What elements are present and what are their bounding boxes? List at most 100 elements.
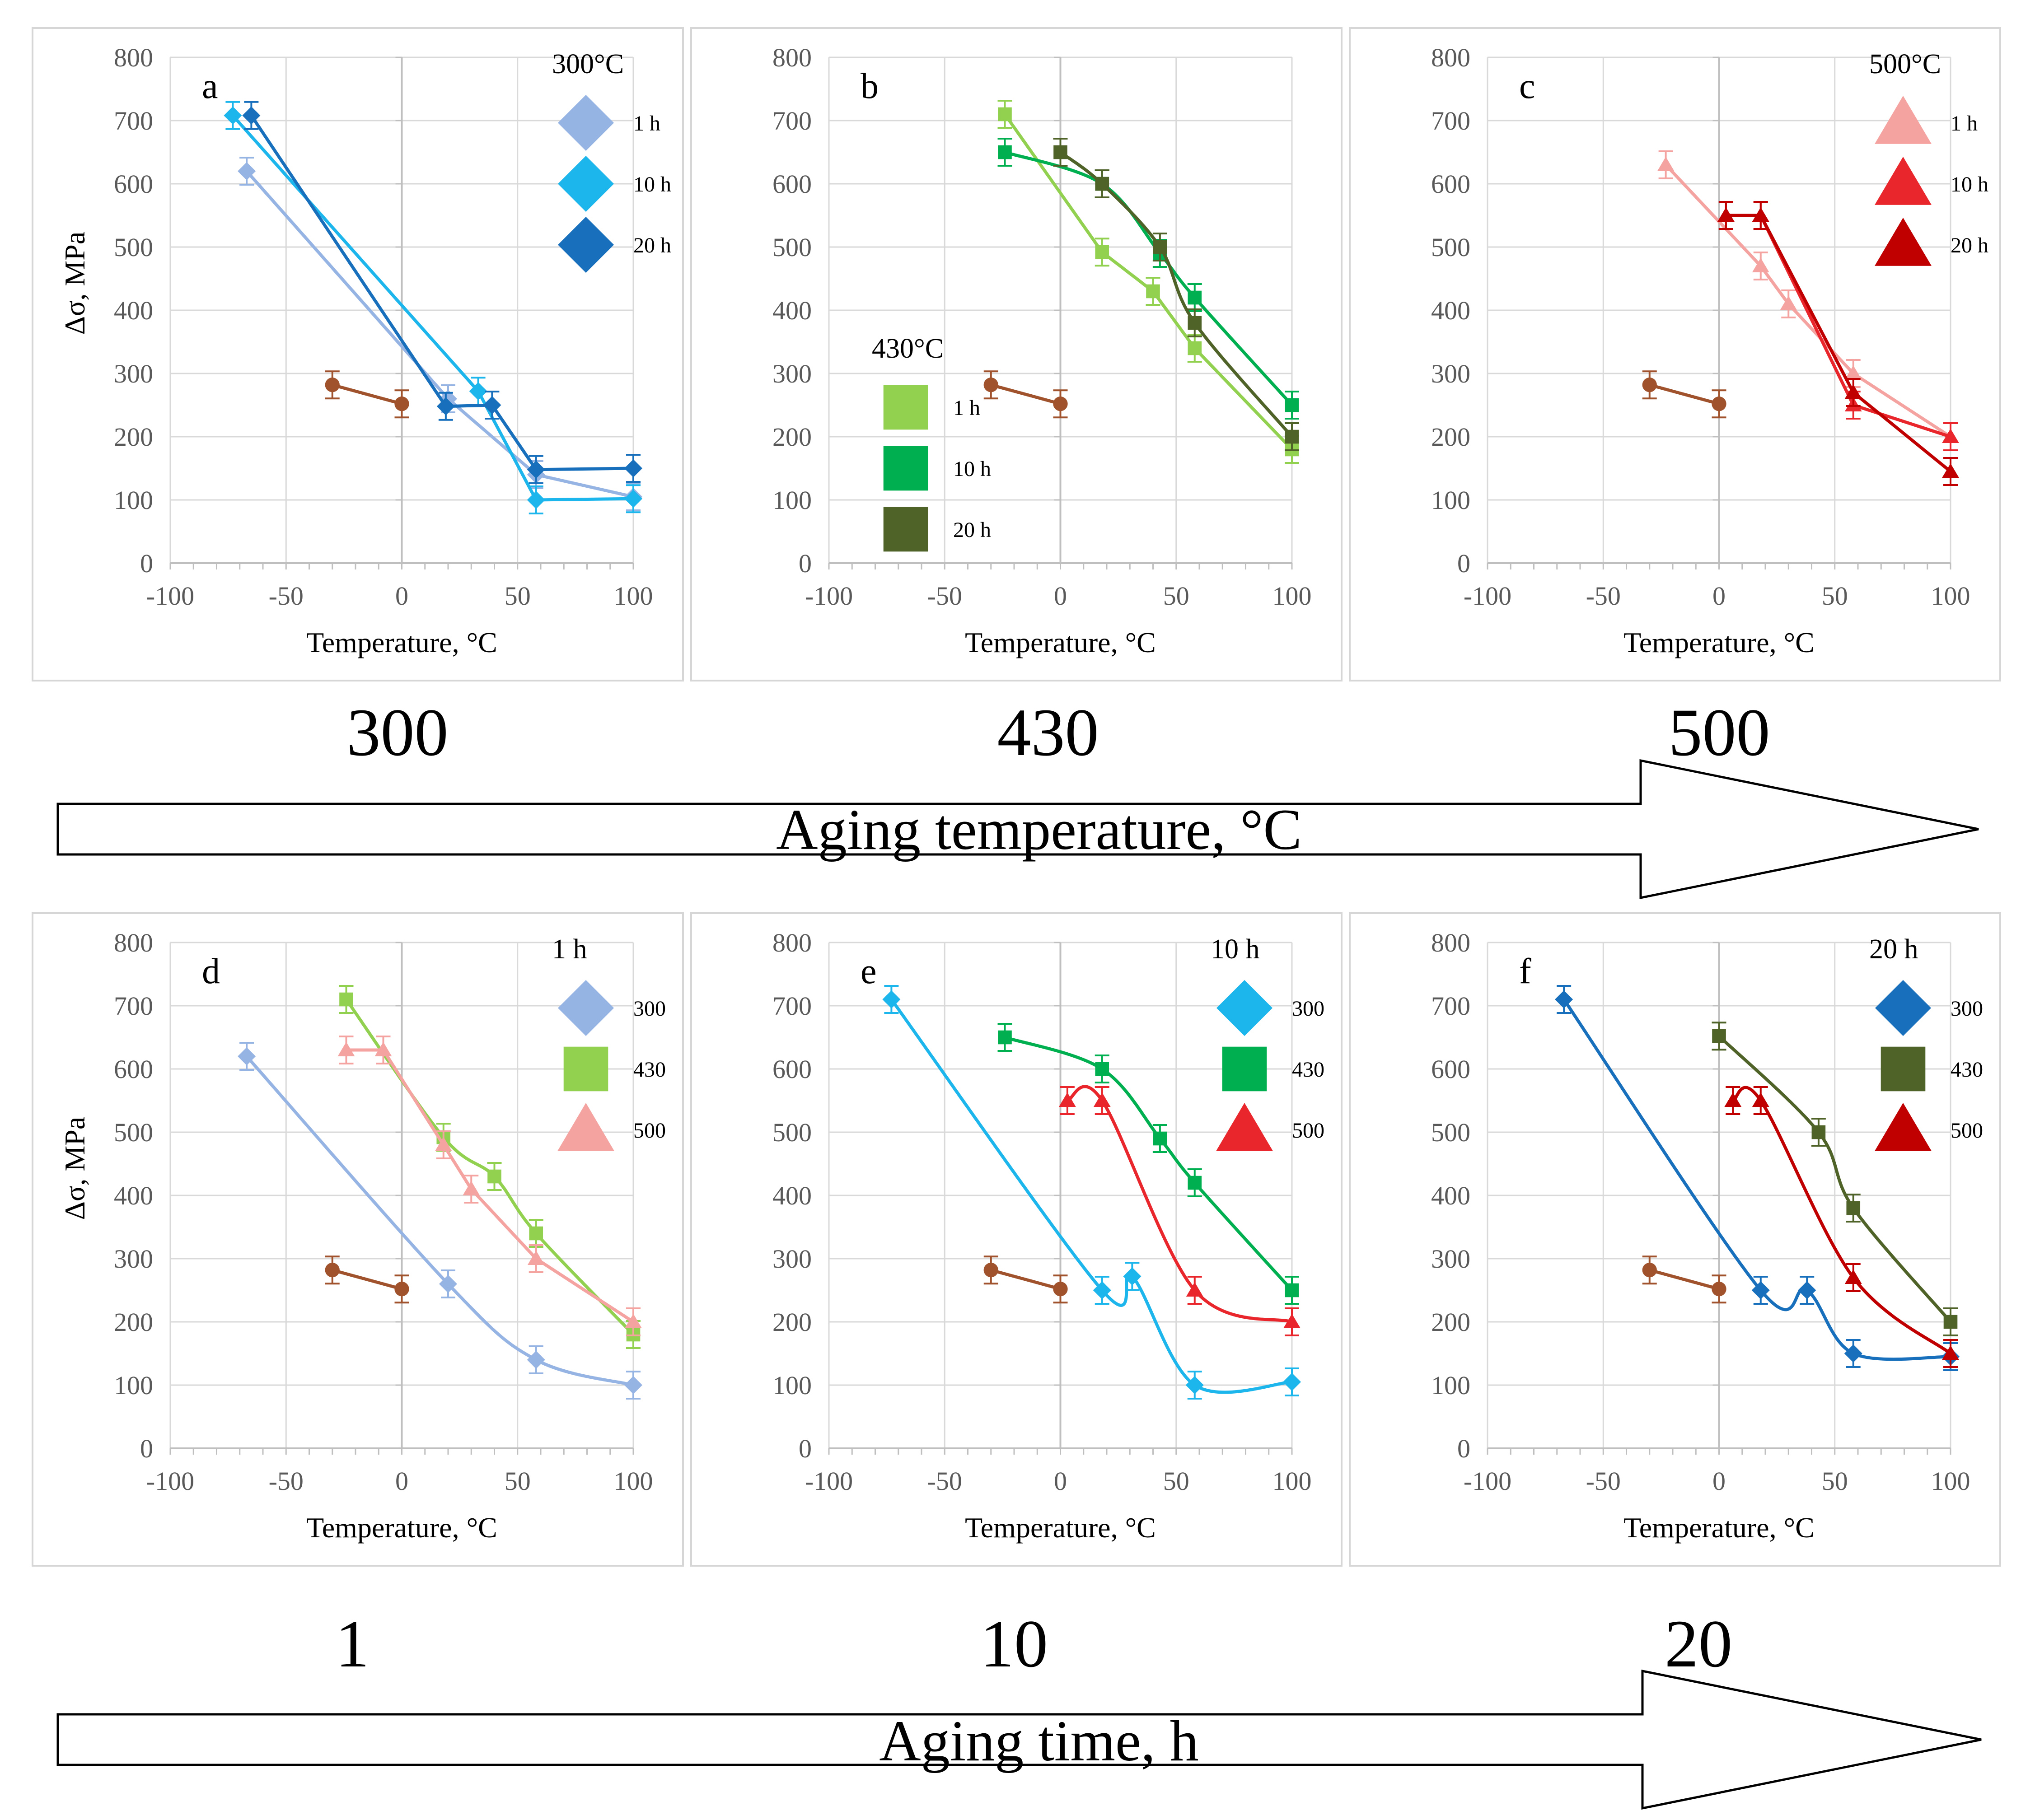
legend-marker	[1875, 157, 1932, 205]
y-tick-label: 100	[772, 485, 812, 515]
y-tick-label: 100	[114, 485, 153, 515]
y-tick-label: 500	[114, 233, 153, 262]
legend-label: 500	[1951, 1119, 1983, 1143]
y-tick-label: 600	[772, 1055, 812, 1084]
series-20h	[1717, 201, 1959, 486]
x-tick-label: -100	[146, 1466, 194, 1496]
data-point	[487, 1169, 501, 1184]
panel-label: c	[1519, 66, 1535, 106]
data-point	[1058, 1092, 1076, 1107]
data-point	[337, 1042, 355, 1057]
data-point	[998, 1030, 1012, 1045]
y-tick-label: 600	[114, 169, 153, 199]
panel-label: f	[1519, 952, 1531, 991]
data-point	[882, 990, 901, 1008]
x-tick-label: 100	[1272, 581, 1312, 611]
y-tick-label: 800	[114, 43, 153, 72]
y-tick-label: 0	[799, 549, 812, 578]
legend: 10 h 300 430 500	[1211, 934, 1324, 1151]
x-tick-label: 100	[1272, 1466, 1312, 1496]
data-point	[1285, 1283, 1299, 1297]
legend-marker	[883, 507, 928, 552]
series-base	[983, 1255, 1068, 1304]
y-tick-label: 200	[1431, 422, 1470, 452]
data-point	[1153, 240, 1167, 254]
data-point	[1724, 1092, 1742, 1107]
data-point	[1555, 990, 1573, 1008]
aging-temperature-band: 300 430 500 Aging temperature, °C	[56, 695, 1979, 900]
data-point	[527, 1351, 545, 1369]
series-line	[346, 1048, 634, 1323]
legend-label: 500	[1292, 1119, 1324, 1143]
y-tick-label: 200	[114, 1307, 153, 1337]
data-point	[394, 1282, 409, 1297]
y-tick-label: 800	[772, 928, 812, 957]
x-tick-label: -100	[1464, 581, 1511, 611]
x-axis-title: Temperature, °C	[965, 626, 1156, 658]
y-tick-label: 300	[114, 359, 153, 388]
data-point	[1751, 1281, 1770, 1299]
panel-label: d	[202, 952, 220, 991]
series-line	[990, 1268, 1061, 1291]
aging-time-band: 1 10 20 Aging time, h	[56, 1606, 1982, 1810]
data-point	[439, 1275, 457, 1293]
y-tick-label: 100	[1431, 485, 1470, 515]
data-point	[1752, 258, 1769, 273]
x-tick-label: 50	[1822, 581, 1848, 611]
legend-label: 1 h	[1951, 112, 1978, 135]
data-point	[435, 1137, 452, 1152]
data-point	[242, 106, 261, 125]
data-point	[1283, 1373, 1301, 1391]
legend-label: 20 h	[953, 518, 991, 542]
series-430	[997, 1023, 1299, 1305]
data-point	[983, 1263, 998, 1278]
aging-temperature-label: Aging temperature, °C	[776, 798, 1302, 862]
y-tick-label: 0	[1457, 1434, 1470, 1463]
data-point	[1095, 177, 1109, 191]
series-base	[325, 370, 409, 419]
legend-marker	[1875, 96, 1932, 144]
data-point	[1844, 384, 1862, 399]
y-tick-label: 800	[1431, 43, 1470, 72]
y-tick-label: 300	[114, 1244, 153, 1274]
panel-label: b	[861, 66, 879, 106]
x-tick-label: -100	[146, 581, 194, 611]
panel-a: 0 100 200 300 400 500 600 700 800 -100 -50 0 50 100 Te…	[32, 27, 684, 681]
data-point	[483, 396, 501, 414]
series-20h	[242, 101, 642, 484]
data-point	[1123, 1267, 1141, 1286]
series-line	[1732, 1086, 1952, 1355]
data-point	[529, 1226, 543, 1241]
data-point	[238, 1047, 256, 1065]
y-tick-label: 700	[114, 106, 153, 135]
y-tick-label: 500	[1431, 233, 1470, 262]
data-point	[1285, 429, 1299, 444]
y-tick-label: 700	[114, 991, 153, 1021]
legend-label: 1 h	[633, 112, 660, 135]
x-tick-label: -50	[1586, 1466, 1621, 1496]
y-tick-label: 600	[772, 169, 812, 199]
x-tick-label: -100	[805, 581, 853, 611]
y-tick-label: 0	[1457, 549, 1470, 578]
legend-label: 430	[1951, 1058, 1983, 1082]
x-tick-label: 100	[1931, 581, 1970, 611]
series-300	[882, 985, 1301, 1400]
series-line	[245, 1055, 634, 1387]
y-tick-label: 700	[772, 106, 812, 135]
x-tick-label: 0	[1712, 1466, 1726, 1496]
series-500	[337, 1036, 642, 1336]
aging-time-arrow	[56, 1669, 1982, 1810]
x-tick-label: 0	[395, 1466, 408, 1496]
legend-marker	[558, 95, 614, 151]
legend-label: 10 h	[1951, 173, 1988, 196]
legend-label: 500	[633, 1119, 666, 1143]
y-tick-label: 600	[1431, 169, 1470, 199]
y-tick-label: 0	[140, 549, 153, 578]
panel-frame	[690, 27, 1343, 681]
data-point	[1844, 365, 1862, 380]
y-tick-label: 0	[140, 1434, 153, 1463]
series-430	[1712, 1022, 1958, 1336]
series-line	[1563, 999, 1951, 1361]
series-base	[983, 370, 1068, 419]
